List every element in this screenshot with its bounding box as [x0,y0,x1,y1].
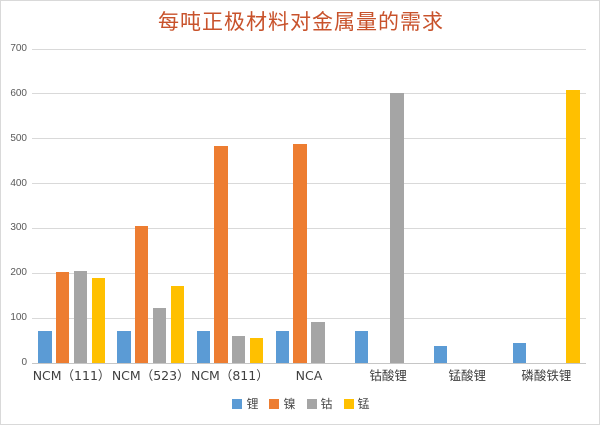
bar [275,330,289,363]
chart-title: 每吨正极材料对金属量的需求 [158,10,444,34]
bar [513,343,527,363]
bar [433,345,448,363]
bar [38,330,52,363]
bar [390,92,404,363]
bar [56,271,70,363]
bar [73,271,88,363]
legend-swatch-icon [306,399,317,409]
bar [249,337,264,363]
legend-swatch-icon [269,399,280,409]
legend-item: 锰 [343,397,370,411]
bar [135,226,149,363]
gridline [32,362,586,364]
legend-swatch-icon [343,399,354,409]
bar [214,146,228,363]
gridline [32,93,586,95]
gridline [32,227,586,229]
legend-label: 镍 [283,397,296,411]
y-axis-tick-label: 200 [10,267,27,279]
bar [117,330,131,363]
bar [293,144,307,363]
bar [354,331,369,363]
legend-label: 钴 [320,397,333,411]
gridline [32,272,586,274]
x-axis-category-label: NCA [295,368,323,383]
gridline [32,138,586,140]
x-axis-category-label: 磷酸铁锂 [521,368,572,383]
legend-label: 锰 [357,397,370,411]
bar [91,277,105,363]
bar [311,321,325,363]
bar [566,90,580,363]
legend-item: 镍 [269,397,296,411]
legend: 锂镍钴锰 [1,397,599,411]
gridline [32,183,586,185]
x-axis-category-label: 锰酸锂 [448,368,487,383]
legend-item: 锂 [232,398,258,410]
y-axis-tick-label: 500 [10,132,27,144]
x-axis-category-label: NCM（111） [32,368,111,383]
y-axis-tick-label: 300 [10,222,27,234]
y-axis-tick-label: 400 [10,177,27,189]
y-axis-tick-label: 0 [21,357,27,368]
bar [232,335,246,363]
bar [196,330,210,363]
y-axis-tick-label: 700 [10,43,27,54]
legend-item: 钴 [306,397,333,411]
y-axis-tick-label: 600 [10,87,27,99]
x-axis-category-label: NCM（811） [190,368,269,383]
legend-swatch-icon [232,399,243,409]
y-axis-tick-label: 100 [10,312,27,324]
x-axis-category-label: NCM（523） [111,368,190,383]
gridline [32,317,586,319]
bar [152,308,167,363]
bar [170,286,185,363]
gridline [32,48,586,50]
legend-label: 锂 [246,397,259,411]
x-axis-category-label: 钴酸锂 [369,368,407,383]
